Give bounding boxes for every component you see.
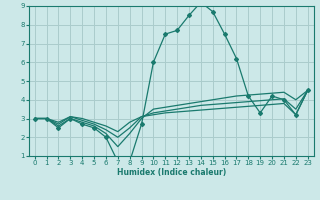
X-axis label: Humidex (Indice chaleur): Humidex (Indice chaleur) <box>116 168 226 177</box>
